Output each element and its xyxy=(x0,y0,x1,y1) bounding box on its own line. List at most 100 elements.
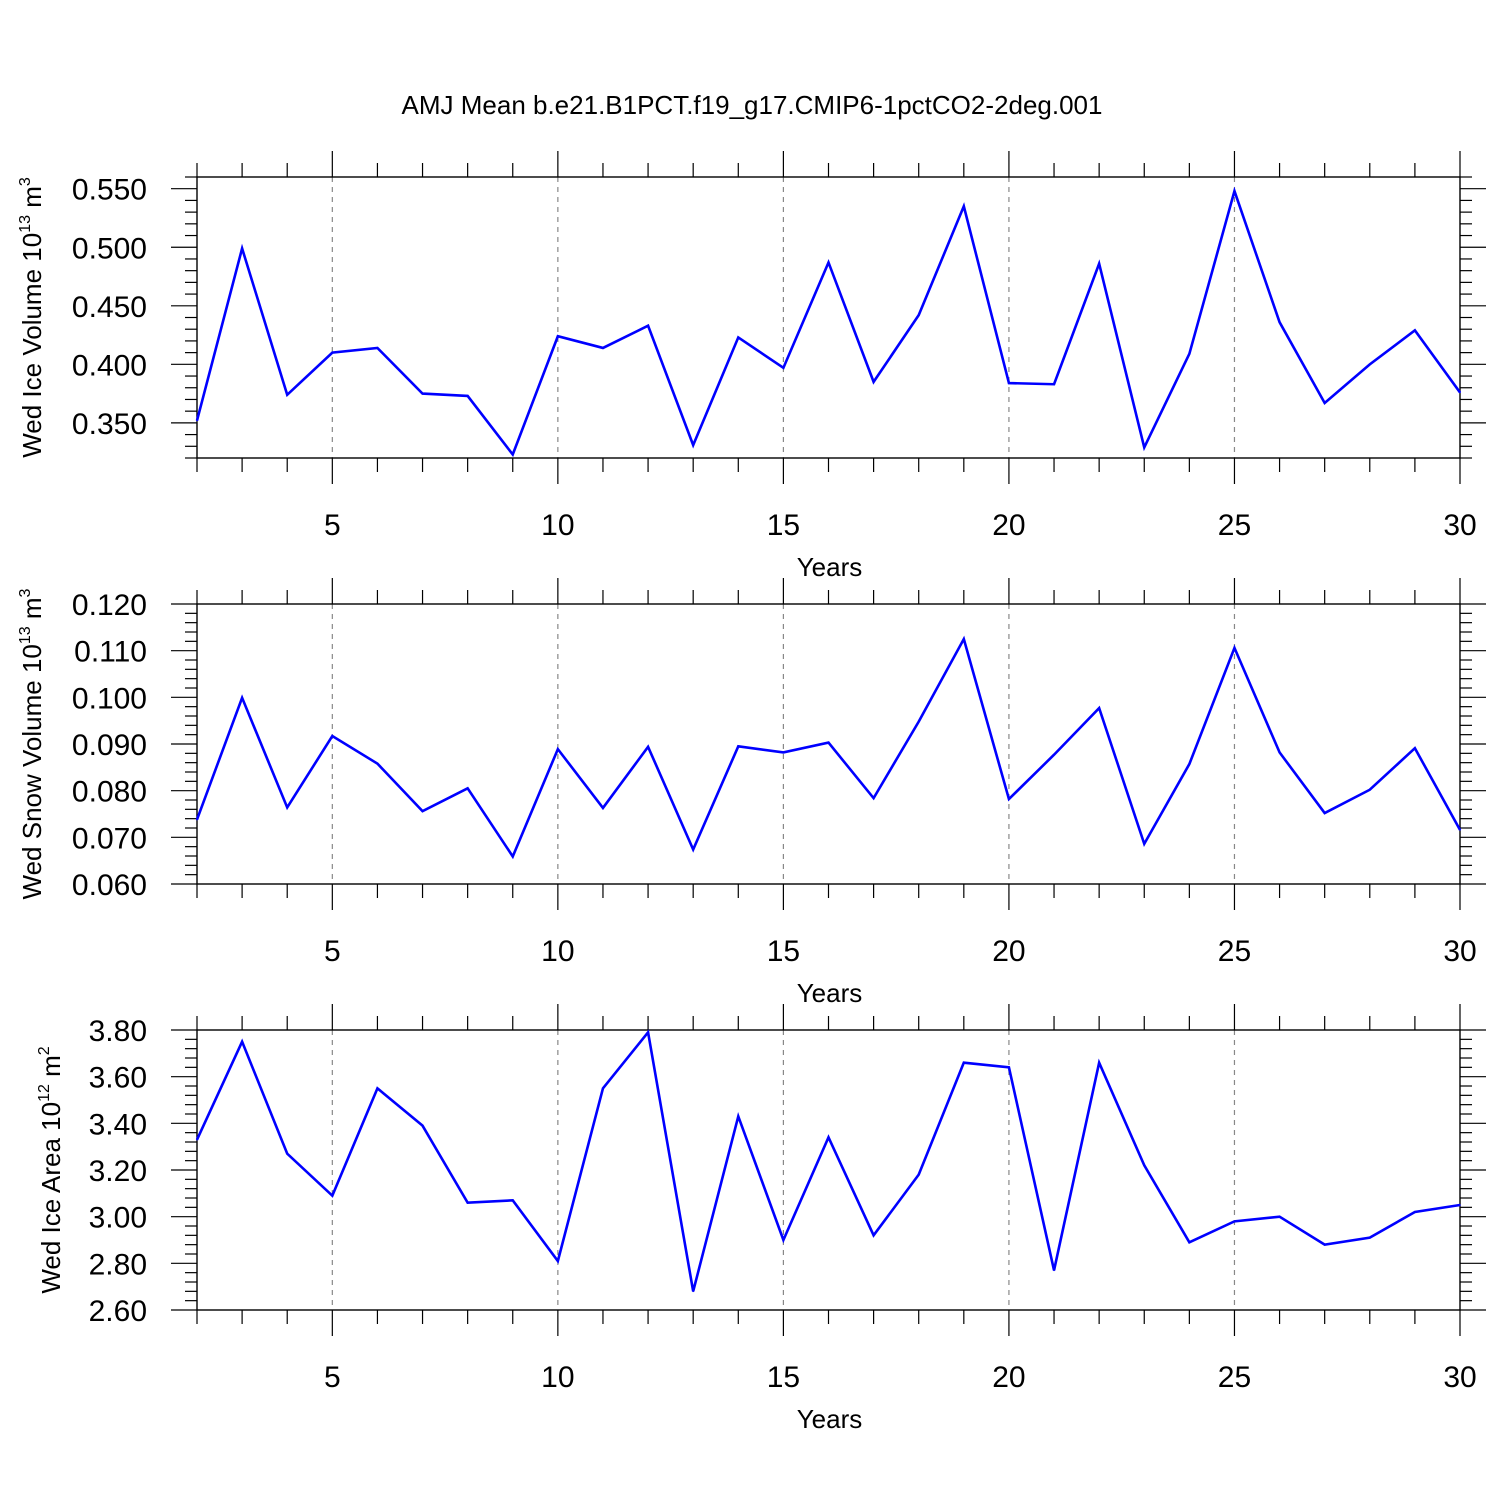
data-point xyxy=(1008,382,1010,384)
data-point xyxy=(647,324,649,327)
x-tick-label: 20 xyxy=(992,509,1025,542)
x-tick-label: 25 xyxy=(1218,935,1251,968)
data-point xyxy=(692,1290,694,1293)
y-axis-title-exponent: 13 xyxy=(17,215,34,233)
y-tick-label: 0.450 xyxy=(72,291,147,324)
data-point xyxy=(917,314,920,316)
x-tick-label: 30 xyxy=(1443,509,1476,542)
data-point xyxy=(917,1173,920,1176)
y-axis-title-unit-exponent: 3 xyxy=(17,588,34,597)
data-point xyxy=(602,807,604,809)
data-point xyxy=(466,787,469,790)
data-point xyxy=(1188,1241,1191,1244)
data-point xyxy=(286,1152,289,1155)
data-point xyxy=(692,444,694,446)
x-tick-label: 20 xyxy=(992,935,1025,968)
x-axis-title: Years xyxy=(797,978,863,1008)
data-point xyxy=(331,1194,334,1197)
y-axis-title-exponent: 12 xyxy=(36,1084,53,1102)
y-axis-title-unit: m xyxy=(17,186,47,215)
y-tick-label: 0.090 xyxy=(72,729,147,762)
data-point xyxy=(241,697,243,699)
data-point xyxy=(1053,383,1055,386)
data-point xyxy=(1323,1243,1326,1246)
y-axis-title: Wed Ice Area 1012 m2 xyxy=(36,1046,66,1293)
y-tick-label: 0.120 xyxy=(72,589,147,622)
data-point xyxy=(1008,1066,1010,1069)
y-axis-title-prefix: Wed Snow Volume 10 xyxy=(17,644,47,899)
data-point xyxy=(737,745,740,748)
x-tick-label: 15 xyxy=(767,509,800,542)
data-point xyxy=(1143,446,1146,449)
data-point xyxy=(421,810,424,812)
data-point xyxy=(737,1115,740,1118)
x-tick-label: 25 xyxy=(1218,509,1251,542)
data-point xyxy=(1188,763,1191,765)
data-point xyxy=(647,1031,649,1034)
data-point xyxy=(1098,262,1100,265)
data-point xyxy=(1414,747,1416,749)
data-point xyxy=(1098,1061,1100,1064)
data-point xyxy=(1368,788,1371,791)
x-tick-label: 30 xyxy=(1443,1361,1476,1394)
data-point xyxy=(1414,329,1416,332)
data-point xyxy=(286,806,289,809)
data-point xyxy=(557,1260,559,1262)
panel-2: 5 10 15 20 25 30 0.060 0.070 0.080 0.090 0.100 0.11… xyxy=(17,578,1486,1008)
data-point xyxy=(1368,363,1371,366)
data-point xyxy=(602,1087,604,1090)
y-tick-label: 0.060 xyxy=(72,869,147,902)
series-line-1 xyxy=(195,1029,1461,1292)
data-point xyxy=(557,748,559,750)
x-tick-label: 15 xyxy=(767,1361,800,1394)
x-tick-label: 10 xyxy=(541,1361,574,1394)
x-axis-title: Years xyxy=(797,552,863,582)
data-point xyxy=(196,818,198,821)
y-tick-label: 3.00 xyxy=(89,1202,147,1235)
plot-frame xyxy=(196,176,1461,459)
data-point xyxy=(331,735,334,737)
y-tick-label: 0.110 xyxy=(74,636,147,669)
data-point xyxy=(1368,1236,1371,1239)
y-axis-title-exponent: 13 xyxy=(17,626,34,644)
y-axis-title: Wed Snow Volume 1013 m3 xyxy=(17,588,47,899)
data-point xyxy=(1233,647,1236,649)
y-tick-label: 3.60 xyxy=(89,1062,147,1095)
y-axis-title-prefix: Wed Ice Area 10 xyxy=(36,1102,66,1294)
data-point xyxy=(1233,190,1236,192)
data-point xyxy=(782,1239,785,1241)
y-tick-label: 2.60 xyxy=(89,1295,147,1328)
y-axis-title: Wed Ice Volume 1013 m3 xyxy=(17,177,47,458)
data-point xyxy=(466,395,469,397)
data-point xyxy=(872,797,875,799)
x-tick-label: 25 xyxy=(1218,1361,1251,1394)
y-tick-label: 3.20 xyxy=(89,1155,147,1188)
data-point xyxy=(421,1124,424,1127)
data-point xyxy=(917,720,920,723)
data-point xyxy=(827,1136,830,1139)
x-tick-label: 20 xyxy=(992,1361,1025,1394)
data-point xyxy=(1459,829,1461,831)
data-point xyxy=(511,1199,514,1202)
data-point xyxy=(1459,391,1461,394)
data-point xyxy=(1143,1164,1146,1167)
data-point xyxy=(692,848,694,851)
data-point xyxy=(196,419,198,422)
y-tick-label: 0.070 xyxy=(72,822,147,855)
data-point xyxy=(376,762,379,765)
data-point xyxy=(1143,843,1146,845)
data-point xyxy=(1188,352,1191,355)
data-point xyxy=(466,1201,469,1204)
y-axis-title-unit-exponent: 2 xyxy=(36,1046,53,1055)
data-point xyxy=(963,638,965,640)
y-tick-label: 0.100 xyxy=(72,682,147,715)
x-tick-label: 15 xyxy=(767,935,800,968)
data-point xyxy=(511,453,514,456)
y-axis-title-unit: m xyxy=(36,1055,66,1084)
plot-frame xyxy=(196,603,1461,885)
data-point xyxy=(421,392,424,395)
data-point xyxy=(1278,321,1281,323)
data-point xyxy=(511,855,514,858)
y-tick-label: 0.550 xyxy=(72,174,147,207)
